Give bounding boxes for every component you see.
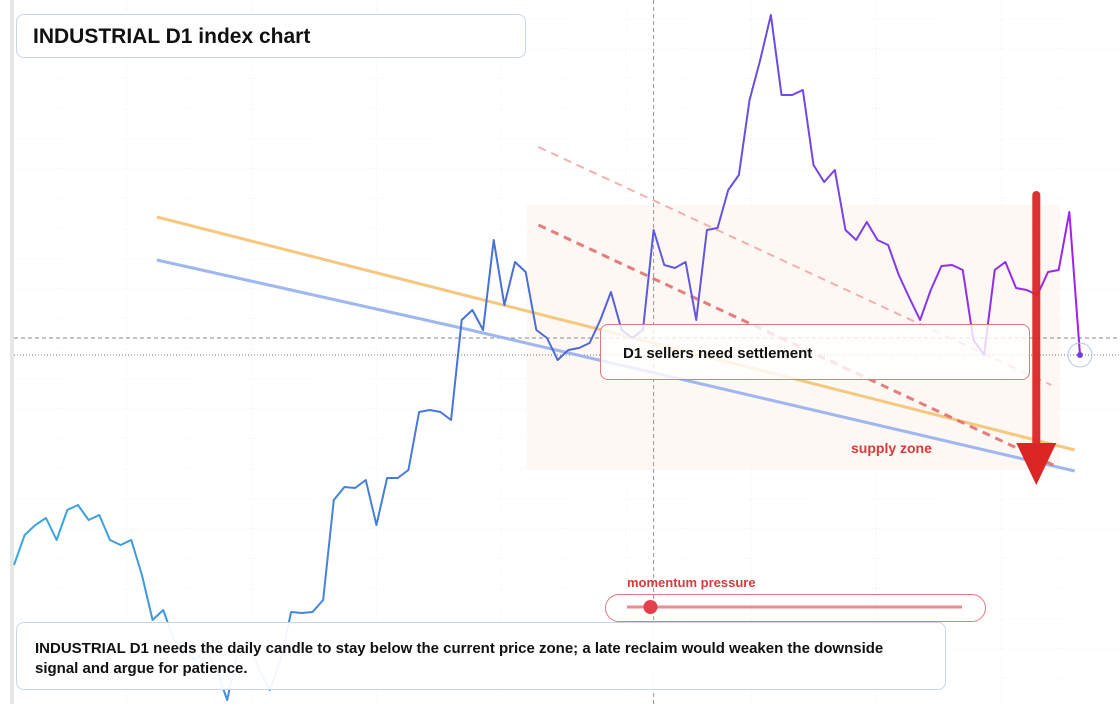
arrow-head <box>1016 443 1057 485</box>
caption: INDUSTRIAL D1 needs the daily candle to … <box>16 622 946 690</box>
left-edge <box>10 0 14 704</box>
last-point-ring <box>1067 342 1093 368</box>
slider <box>605 594 986 622</box>
chart-title: INDUSTRIAL D1 index chart <box>16 14 526 58</box>
last-point <box>1077 352 1083 358</box>
zone-label: supply zone <box>851 440 932 456</box>
trend-line <box>156 258 1076 473</box>
annotation: D1 sellers need settlement <box>600 324 1030 380</box>
slider-label: momentum pressure <box>627 575 756 590</box>
trend-line <box>538 146 1052 386</box>
